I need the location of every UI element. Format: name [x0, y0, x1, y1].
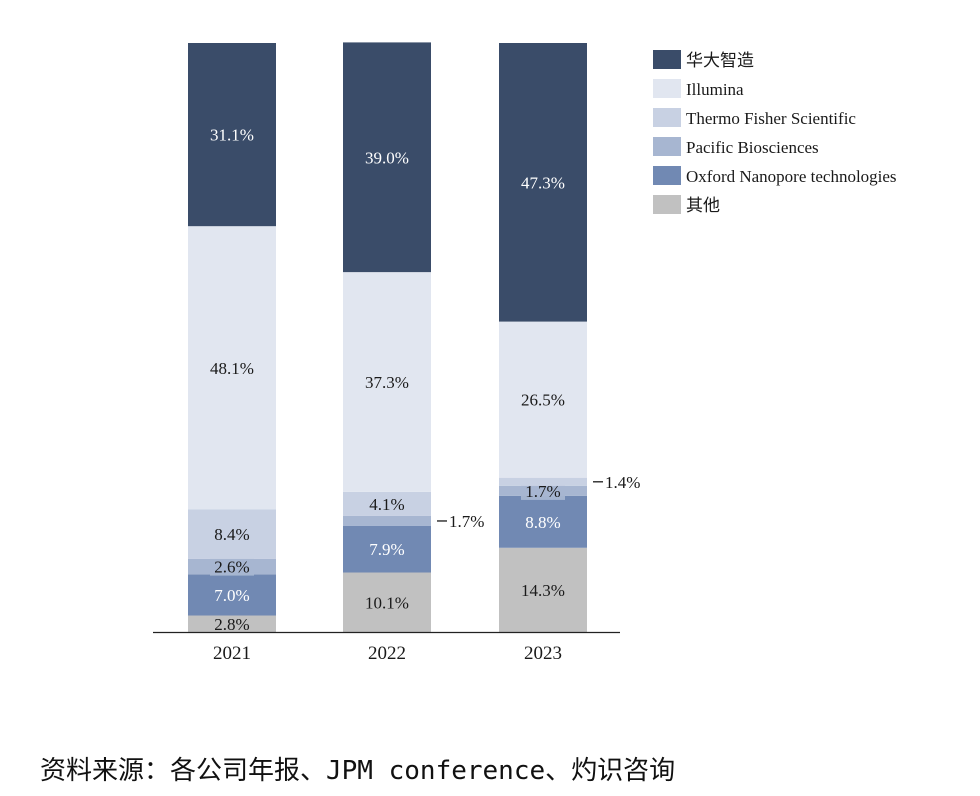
- data-label: 39.0%: [365, 148, 409, 167]
- bar-segment: [343, 491, 431, 516]
- legend-swatch: [653, 195, 681, 214]
- label-background: [210, 557, 254, 576]
- legend-label: Oxford Nanopore technologies: [686, 167, 897, 186]
- legend-swatch: [653, 50, 681, 69]
- bar-segment: [188, 226, 276, 510]
- x-tick-label: 2021: [213, 643, 251, 664]
- x-tick-label: 2023: [524, 643, 562, 664]
- legend-swatch: [653, 108, 681, 127]
- data-label: 14.3%: [521, 581, 565, 600]
- data-label: 7.9%: [369, 540, 404, 559]
- data-label: 10.1%: [365, 593, 409, 612]
- data-label: 2.6%: [214, 558, 249, 577]
- data-label: 1.4%: [605, 473, 640, 492]
- data-label: 4.1%: [369, 495, 404, 514]
- x-tick-label: 2022: [368, 643, 406, 664]
- data-label: 8.8%: [525, 513, 560, 532]
- bar-segment: [188, 43, 276, 227]
- legend-label: Thermo Fisher Scientific: [686, 109, 856, 128]
- bar-segment: [343, 572, 431, 632]
- bar-segment: [499, 43, 587, 322]
- bar-segment: [343, 272, 431, 492]
- label-background: [210, 614, 254, 633]
- bar-segment: [343, 525, 431, 573]
- source-note: 资料来源：各公司年报、JPM conference、灼识咨询: [40, 756, 676, 786]
- data-label: 37.3%: [365, 373, 409, 392]
- data-label: 1.7%: [449, 512, 484, 531]
- legend-swatch: [653, 137, 681, 156]
- bar-segment: [188, 509, 276, 559]
- bar-segment: [188, 574, 276, 616]
- data-label: 7.0%: [214, 586, 249, 605]
- legend-swatch: [653, 79, 681, 98]
- bar-segment: [343, 515, 431, 526]
- data-label: 1.7%: [525, 482, 560, 501]
- data-label: 47.3%: [521, 173, 565, 192]
- legend-swatch: [653, 166, 681, 185]
- bar-segment: [343, 42, 431, 273]
- legend-label: Illumina: [686, 80, 744, 99]
- legend-label: 华大智造: [686, 51, 754, 70]
- bar-segment: [499, 547, 587, 632]
- bar-segment: [499, 495, 587, 548]
- data-label: 26.5%: [521, 391, 565, 410]
- legend-label: Pacific Biosciences: [686, 138, 819, 157]
- legend-label: 其他: [686, 196, 720, 215]
- bar-segment: [499, 321, 587, 478]
- bar-segment: [499, 477, 587, 486]
- data-label: 48.1%: [210, 359, 254, 378]
- label-background: [521, 481, 565, 500]
- data-label: 8.4%: [214, 525, 249, 544]
- data-label: 2.8%: [214, 615, 249, 634]
- data-label: 31.1%: [210, 126, 254, 145]
